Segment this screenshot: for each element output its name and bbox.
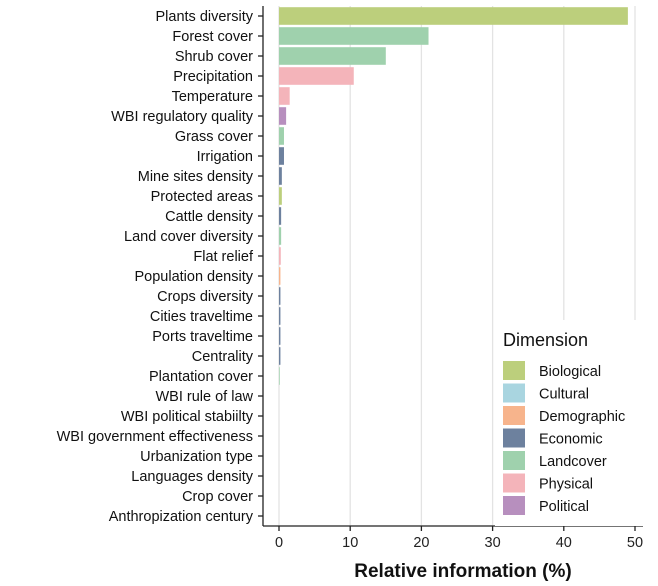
legend-label: Landcover — [539, 454, 607, 470]
bar-population-density — [279, 267, 281, 285]
legend-swatch — [503, 361, 525, 380]
bar-wbi-regulatory-quality — [279, 107, 287, 125]
category-label: Cities traveltime — [150, 309, 253, 325]
bar-precipitation — [279, 67, 354, 85]
bar-centrality — [279, 347, 281, 365]
category-label: WBI political stabiilty — [121, 409, 254, 425]
category-label: Land cover diversity — [124, 229, 254, 245]
legend-label: Biological — [539, 364, 601, 380]
category-label: Protected areas — [151, 189, 253, 205]
bar-plantation-cover — [279, 367, 280, 385]
bar-irrigation — [279, 147, 284, 165]
bar-cattle-density — [279, 207, 282, 225]
legend: Dimension Biological Cultural Demographic E… — [495, 320, 655, 526]
x-tick-label: 50 — [627, 535, 643, 551]
legend-swatch — [503, 473, 525, 493]
legend-title: Dimension — [503, 330, 588, 350]
bar-protected-areas — [279, 187, 282, 205]
category-label: WBI rule of law — [156, 389, 254, 405]
category-label: Irrigation — [197, 149, 253, 165]
category-label: Crops diversity — [157, 289, 254, 305]
legend-swatch — [503, 406, 525, 425]
x-tick-label: 20 — [413, 535, 429, 551]
category-label: Shrub cover — [175, 49, 253, 65]
bar-temperature — [279, 87, 290, 105]
bar-grass-cover — [279, 127, 284, 145]
legend-swatch — [503, 496, 525, 515]
bar-crops-diversity — [279, 287, 281, 305]
bar-shrub-cover — [279, 47, 386, 65]
category-label: Anthropization century — [109, 509, 254, 525]
category-label: Plants diversity — [155, 9, 253, 25]
bar-mine-sites-density — [279, 167, 282, 185]
bar-cities-traveltime — [279, 307, 281, 325]
category-label: Flat relief — [193, 249, 254, 265]
bar-land-cover-diversity — [279, 227, 282, 245]
x-axis-title: Relative information (%) — [354, 561, 571, 582]
bar-plants-diversity — [279, 7, 628, 25]
category-label: Ports traveltime — [152, 329, 253, 345]
category-label: Urbanization type — [140, 449, 253, 465]
category-label: Plantation cover — [149, 369, 253, 385]
category-label: Forest cover — [172, 29, 253, 45]
legend-swatch — [503, 428, 525, 448]
x-tick-label: 30 — [485, 535, 501, 551]
category-label: Temperature — [172, 89, 253, 105]
x-tick-labels: 0 10 20 30 40 50 — [275, 535, 643, 551]
category-label: Grass cover — [175, 129, 253, 145]
legend-label: Physical — [539, 477, 593, 493]
legend-label: Political — [539, 499, 589, 515]
legend-swatch — [503, 451, 525, 470]
category-label: Mine sites density — [138, 169, 254, 185]
category-label: WBI government effectiveness — [57, 429, 253, 445]
legend-items: Biological Cultural Demographic Economic Lan… — [503, 361, 625, 515]
category-label: Cattle density — [165, 209, 254, 225]
category-labels: Plants diversity Forest cover Shrub cover P… — [57, 9, 254, 525]
x-tick-label: 0 — [275, 535, 283, 551]
bar-flat-relief — [279, 247, 281, 265]
bar-forest-cover — [279, 27, 429, 45]
bar-ports-traveltime — [279, 327, 281, 345]
category-label: Languages density — [131, 469, 253, 485]
legend-swatch — [503, 383, 525, 403]
x-tick-label: 10 — [342, 535, 358, 551]
legend-label: Cultural — [539, 387, 589, 403]
category-label: Crop cover — [182, 489, 253, 505]
category-label: WBI regulatory quality — [111, 109, 254, 125]
bars — [279, 7, 628, 385]
legend-label: Economic — [539, 432, 603, 448]
category-label: Population density — [135, 269, 254, 285]
legend-label: Demographic — [539, 409, 625, 425]
category-label: Centrality — [192, 349, 254, 365]
category-label: Precipitation — [173, 69, 253, 85]
gridlines — [278, 6, 636, 526]
x-tick-label: 40 — [556, 535, 572, 551]
